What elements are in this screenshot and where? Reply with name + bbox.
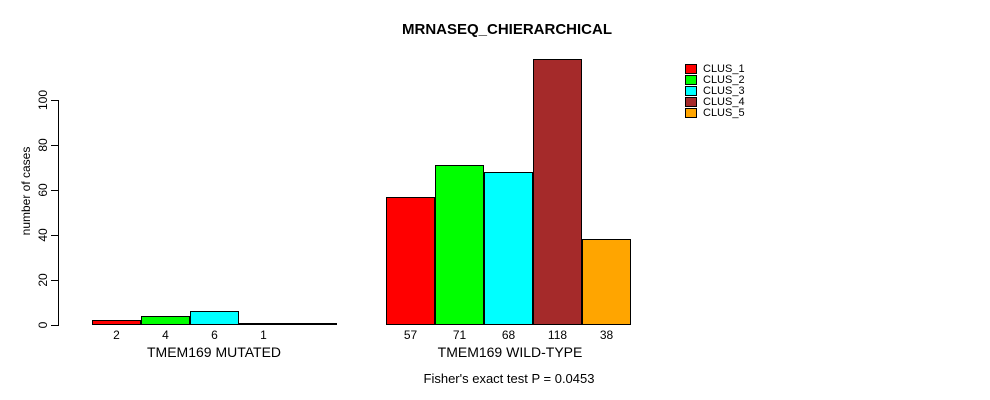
legend-label: CLUS_3 <box>703 85 745 97</box>
legend-label: CLUS_2 <box>703 74 745 86</box>
bar-value-label: 71 <box>452 328 467 342</box>
y-axis-tick-label: 80 <box>36 138 50 152</box>
y-axis-tick-label: 0 <box>36 321 50 329</box>
bar-clus-2-tmem169-mutated <box>141 316 190 325</box>
legend-item-clus-4: CLUS_4 <box>685 96 745 108</box>
legend-swatch-clus-4 <box>685 97 697 107</box>
legend-label: CLUS_4 <box>703 96 745 108</box>
bar-value-label: 38 <box>599 328 614 342</box>
bar-value-label: 118 <box>547 328 568 342</box>
legend-swatch-clus-1 <box>685 64 697 74</box>
legend-item-clus-5: CLUS_5 <box>685 107 745 119</box>
legend-swatch-clus-2 <box>685 75 697 85</box>
legend-swatch-clus-3 <box>685 86 697 96</box>
bar-value-label: 1 <box>260 328 267 342</box>
chart-title: MRNASEQ_CHIERARCHICAL <box>401 21 613 38</box>
y-axis-tick <box>51 190 58 191</box>
bar-clus-1-tmem169-mutated <box>92 320 141 325</box>
legend-swatch-clus-5 <box>685 108 697 118</box>
y-axis-tick <box>51 325 58 326</box>
bar-clus-3-tmem169-wild-type <box>484 172 533 325</box>
x-axis-group-label-wild-type: TMEM169 WILD-TYPE <box>437 344 583 360</box>
y-axis-tick <box>51 235 58 236</box>
bar-clus-3-tmem169-mutated <box>190 311 239 325</box>
bar-clus-5-tmem169-mutated <box>288 323 337 325</box>
bar-clus-1-tmem169-wild-type <box>386 197 435 325</box>
bar-clus-4-tmem169-mutated <box>239 323 288 325</box>
bar-clus-2-tmem169-wild-type <box>435 165 484 325</box>
y-axis-tick <box>51 100 58 101</box>
y-axis-title: number of cases <box>19 146 33 236</box>
y-axis-tick-label: 20 <box>36 273 50 287</box>
y-axis-tick-label: 40 <box>36 228 50 242</box>
fisher-p-value-annotation: Fisher's exact test P = 0.0453 <box>423 371 595 386</box>
bar-value-label: 68 <box>501 328 516 342</box>
y-axis-tick <box>51 280 58 281</box>
bar-value-label: 57 <box>403 328 418 342</box>
bar-value-label: 2 <box>113 328 120 342</box>
legend-item-clus-1: CLUS_1 <box>685 63 745 75</box>
legend: CLUS_1 CLUS_2 CLUS_3 CLUS_4 CLUS_5 <box>685 64 745 119</box>
bar-clus-4-tmem169-wild-type <box>533 59 582 325</box>
y-axis-tick-label: 100 <box>36 89 50 111</box>
legend-label: CLUS_5 <box>703 107 745 119</box>
y-axis-tick-label: 60 <box>36 183 50 197</box>
y-axis-tick <box>51 145 58 146</box>
y-axis-line <box>58 100 59 326</box>
bar-value-label: 6 <box>211 328 218 342</box>
bar-value-label: 4 <box>162 328 169 342</box>
bar-clus-5-tmem169-wild-type <box>582 239 631 325</box>
legend-item-clus-3: CLUS_3 <box>685 85 745 97</box>
legend-label: CLUS_1 <box>703 63 745 75</box>
x-axis-group-label-mutated: TMEM169 MUTATED <box>146 344 282 360</box>
legend-item-clus-2: CLUS_2 <box>685 74 745 86</box>
